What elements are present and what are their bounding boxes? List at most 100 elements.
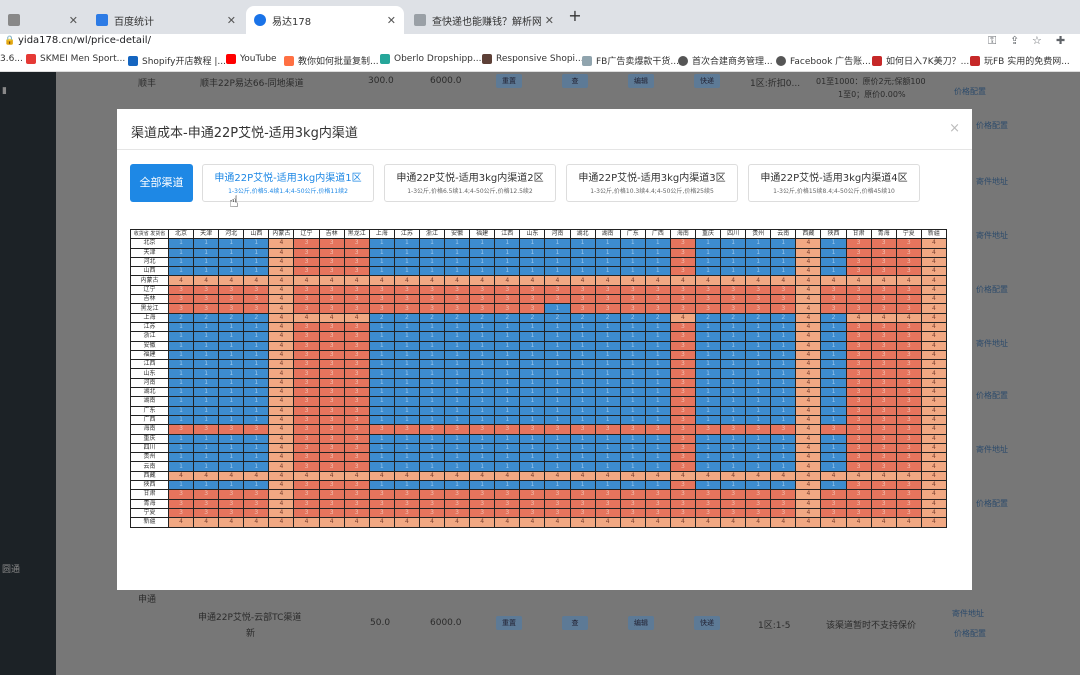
- menu-icon[interactable]: ▮: [2, 86, 7, 96]
- zone-cell: 3: [293, 303, 320, 314]
- side-link[interactable]: 寄件地址: [976, 339, 1008, 348]
- zone-cell: 1: [619, 387, 646, 398]
- bookmark-item[interactable]: FB广告卖爆款干货...: [582, 54, 679, 67]
- browser-tab-baidu[interactable]: 百度统计 ✕: [88, 6, 244, 34]
- zone-cell: 3: [694, 489, 722, 500]
- tab-label: 易达178: [272, 16, 312, 28]
- sender-address-link[interactable]: 寄件地址: [952, 609, 984, 618]
- zone-cell: 4: [795, 359, 822, 370]
- bookmark-item[interactable]: 教你如何批量复制...: [284, 54, 379, 67]
- side-link[interactable]: 寄件地址: [976, 177, 1008, 186]
- bg-button[interactable]: 查: [562, 616, 588, 630]
- bg-button[interactable]: 编辑: [628, 74, 654, 88]
- zone-cell: 1: [218, 266, 245, 277]
- zone-cell: 1: [694, 256, 722, 268]
- all-channels-button[interactable]: 全部渠道: [130, 164, 193, 202]
- channel-tab-zone-3[interactable]: 申通22P艾悦-适用3kg内渠道3区 1-3公斤,价格10.3续4.4;4-50…: [566, 164, 738, 202]
- zone-cell: 1: [393, 331, 420, 342]
- side-link[interactable]: 价格配置: [976, 391, 1008, 400]
- row-header-province: 海南: [130, 424, 169, 435]
- close-icon[interactable]: ✕: [386, 13, 396, 27]
- browser-tab-1[interactable]: ✕: [0, 6, 86, 34]
- channel-tab-zone-2[interactable]: 申通22P艾悦-适用3kg内渠道2区 1-3公斤,价格6.5续1.4;4-50公…: [384, 164, 556, 202]
- zone-cell: 1: [167, 414, 195, 426]
- price-config-link[interactable]: 价格配置: [954, 87, 986, 96]
- bg-button[interactable]: 编辑: [628, 616, 654, 630]
- article-icon: [284, 55, 294, 66]
- zone-cell: 3: [895, 387, 922, 398]
- zone-cell: 2: [167, 312, 195, 323]
- zone-cell: 1: [393, 377, 420, 389]
- price-config-link[interactable]: 价格配置: [954, 629, 986, 638]
- url-text[interactable]: yida178.cn/wl/price-detail/: [18, 35, 151, 46]
- zone-cell: 3: [720, 303, 747, 314]
- browser-tab-yida[interactable]: 易达178 ✕: [246, 6, 404, 34]
- close-icon[interactable]: ×: [949, 121, 960, 136]
- zone-cell: 1: [820, 377, 847, 389]
- side-link[interactable]: 寄件地址: [976, 231, 1008, 240]
- address-bar[interactable]: 🔒 yida178.cn/wl/price-detail/ ⚿ ⇪ ☆ ✚: [0, 34, 1080, 48]
- zone-cell: 1: [619, 266, 646, 277]
- bg-button[interactable]: 快递: [694, 74, 720, 88]
- zone-cell: 1: [368, 387, 395, 398]
- zone-cell: 3: [870, 479, 897, 491]
- channel-tab-zone-1[interactable]: 申通22P艾悦-适用3kg内渠道1区 1-3公斤,价格5.4续1.4;4-50公…: [202, 164, 374, 202]
- new-tab-plus-icon[interactable]: +: [568, 6, 582, 25]
- close-icon[interactable]: ✕: [544, 13, 554, 27]
- bg-button[interactable]: 重置: [496, 616, 522, 630]
- side-link[interactable]: 价格配置: [976, 121, 1008, 130]
- bg-button[interactable]: 查: [562, 74, 588, 88]
- zone-cell: 1: [243, 238, 270, 249]
- side-link[interactable]: 寄件地址: [976, 445, 1008, 454]
- zone-cell: 1: [694, 396, 722, 407]
- close-icon[interactable]: ✕: [68, 13, 78, 27]
- zone-cell: 1: [544, 377, 571, 389]
- bookmark-item[interactable]: 首次合建商务管理...: [678, 54, 773, 67]
- zone-cell: 3: [569, 294, 596, 305]
- zone-cell: 4: [594, 275, 621, 286]
- browser-tab-article[interactable]: 查快递也能赚钱？解析网络快递 ✕: [406, 6, 562, 34]
- channel-tab-zone-4[interactable]: 申通22P艾悦-适用3kg内渠道4区 1-3公斤,价格15续8.4;4-50公斤…: [748, 164, 920, 202]
- zone-cell: 4: [845, 275, 872, 286]
- zone-cell: 1: [619, 414, 646, 426]
- bookmark-item[interactable]: 如何日入7K美刀？...: [872, 54, 969, 67]
- extensions-icon[interactable]: ✚: [1056, 34, 1066, 47]
- zone-cell: 1: [218, 321, 245, 333]
- bookmark-item[interactable]: 玩FB 实用的免费网...: [970, 54, 1070, 67]
- bookmark-item[interactable]: Shopify开店教程 |...: [128, 54, 226, 67]
- zone-cell: 3: [343, 489, 370, 500]
- channel-desc: 1-3公斤,价格5.4续1.4;4-50公斤,价格11续2: [228, 188, 348, 195]
- side-link[interactable]: 价格配置: [976, 285, 1008, 294]
- bookmark-item[interactable]: YouTube: [226, 54, 277, 64]
- bg-button[interactable]: 快递: [694, 616, 720, 630]
- close-icon[interactable]: ✕: [226, 13, 236, 27]
- star-icon[interactable]: ☆: [1032, 34, 1042, 47]
- zone-cell: 1: [418, 331, 446, 342]
- zone-cell: 1: [444, 359, 471, 370]
- grid-row: 天津 1 1 1 1 4 3 3 3 1 1 1 1 1 1 1 1 1 1 1 1 3 1 1 1 1 4 1 3 3 3 4: [130, 247, 947, 258]
- bookmark-label: 玩FB 实用的免费网...: [984, 57, 1070, 67]
- zone-cell: 1: [218, 368, 245, 379]
- bookmark-item[interactable]: Responsive Shopi...: [482, 54, 584, 64]
- zone-cell: 4: [268, 340, 295, 351]
- zone-cell: 3: [745, 424, 772, 435]
- bookmark-item[interactable]: Oberlo Dropshipp...: [380, 54, 481, 64]
- zone-cell: 3: [895, 507, 922, 519]
- bg-button[interactable]: 重置: [496, 74, 522, 88]
- row-header-province: 浙江: [130, 331, 169, 342]
- zone-cell: 4: [167, 517, 195, 528]
- bookmark-item[interactable]: SKMEI Men Sport...: [26, 54, 125, 64]
- zone-cell: 1: [469, 414, 496, 426]
- zone-cell: 3: [418, 303, 446, 314]
- zone-cell: 1: [418, 359, 446, 370]
- key-icon[interactable]: ⚿: [988, 34, 997, 47]
- bookmark-item[interactable]: Facebook 广告账...: [776, 54, 871, 67]
- bookmark-item[interactable]: 3.6...: [0, 54, 23, 64]
- zone-cell: 1: [193, 433, 220, 444]
- zone-cell: 4: [669, 275, 696, 286]
- sidebar-item[interactable]: 圆通: [2, 565, 21, 575]
- side-link[interactable]: 价格配置: [976, 499, 1008, 508]
- zone-cell: 1: [167, 377, 195, 389]
- share-icon[interactable]: ⇪: [1010, 34, 1020, 47]
- zone-cell: 1: [218, 340, 245, 351]
